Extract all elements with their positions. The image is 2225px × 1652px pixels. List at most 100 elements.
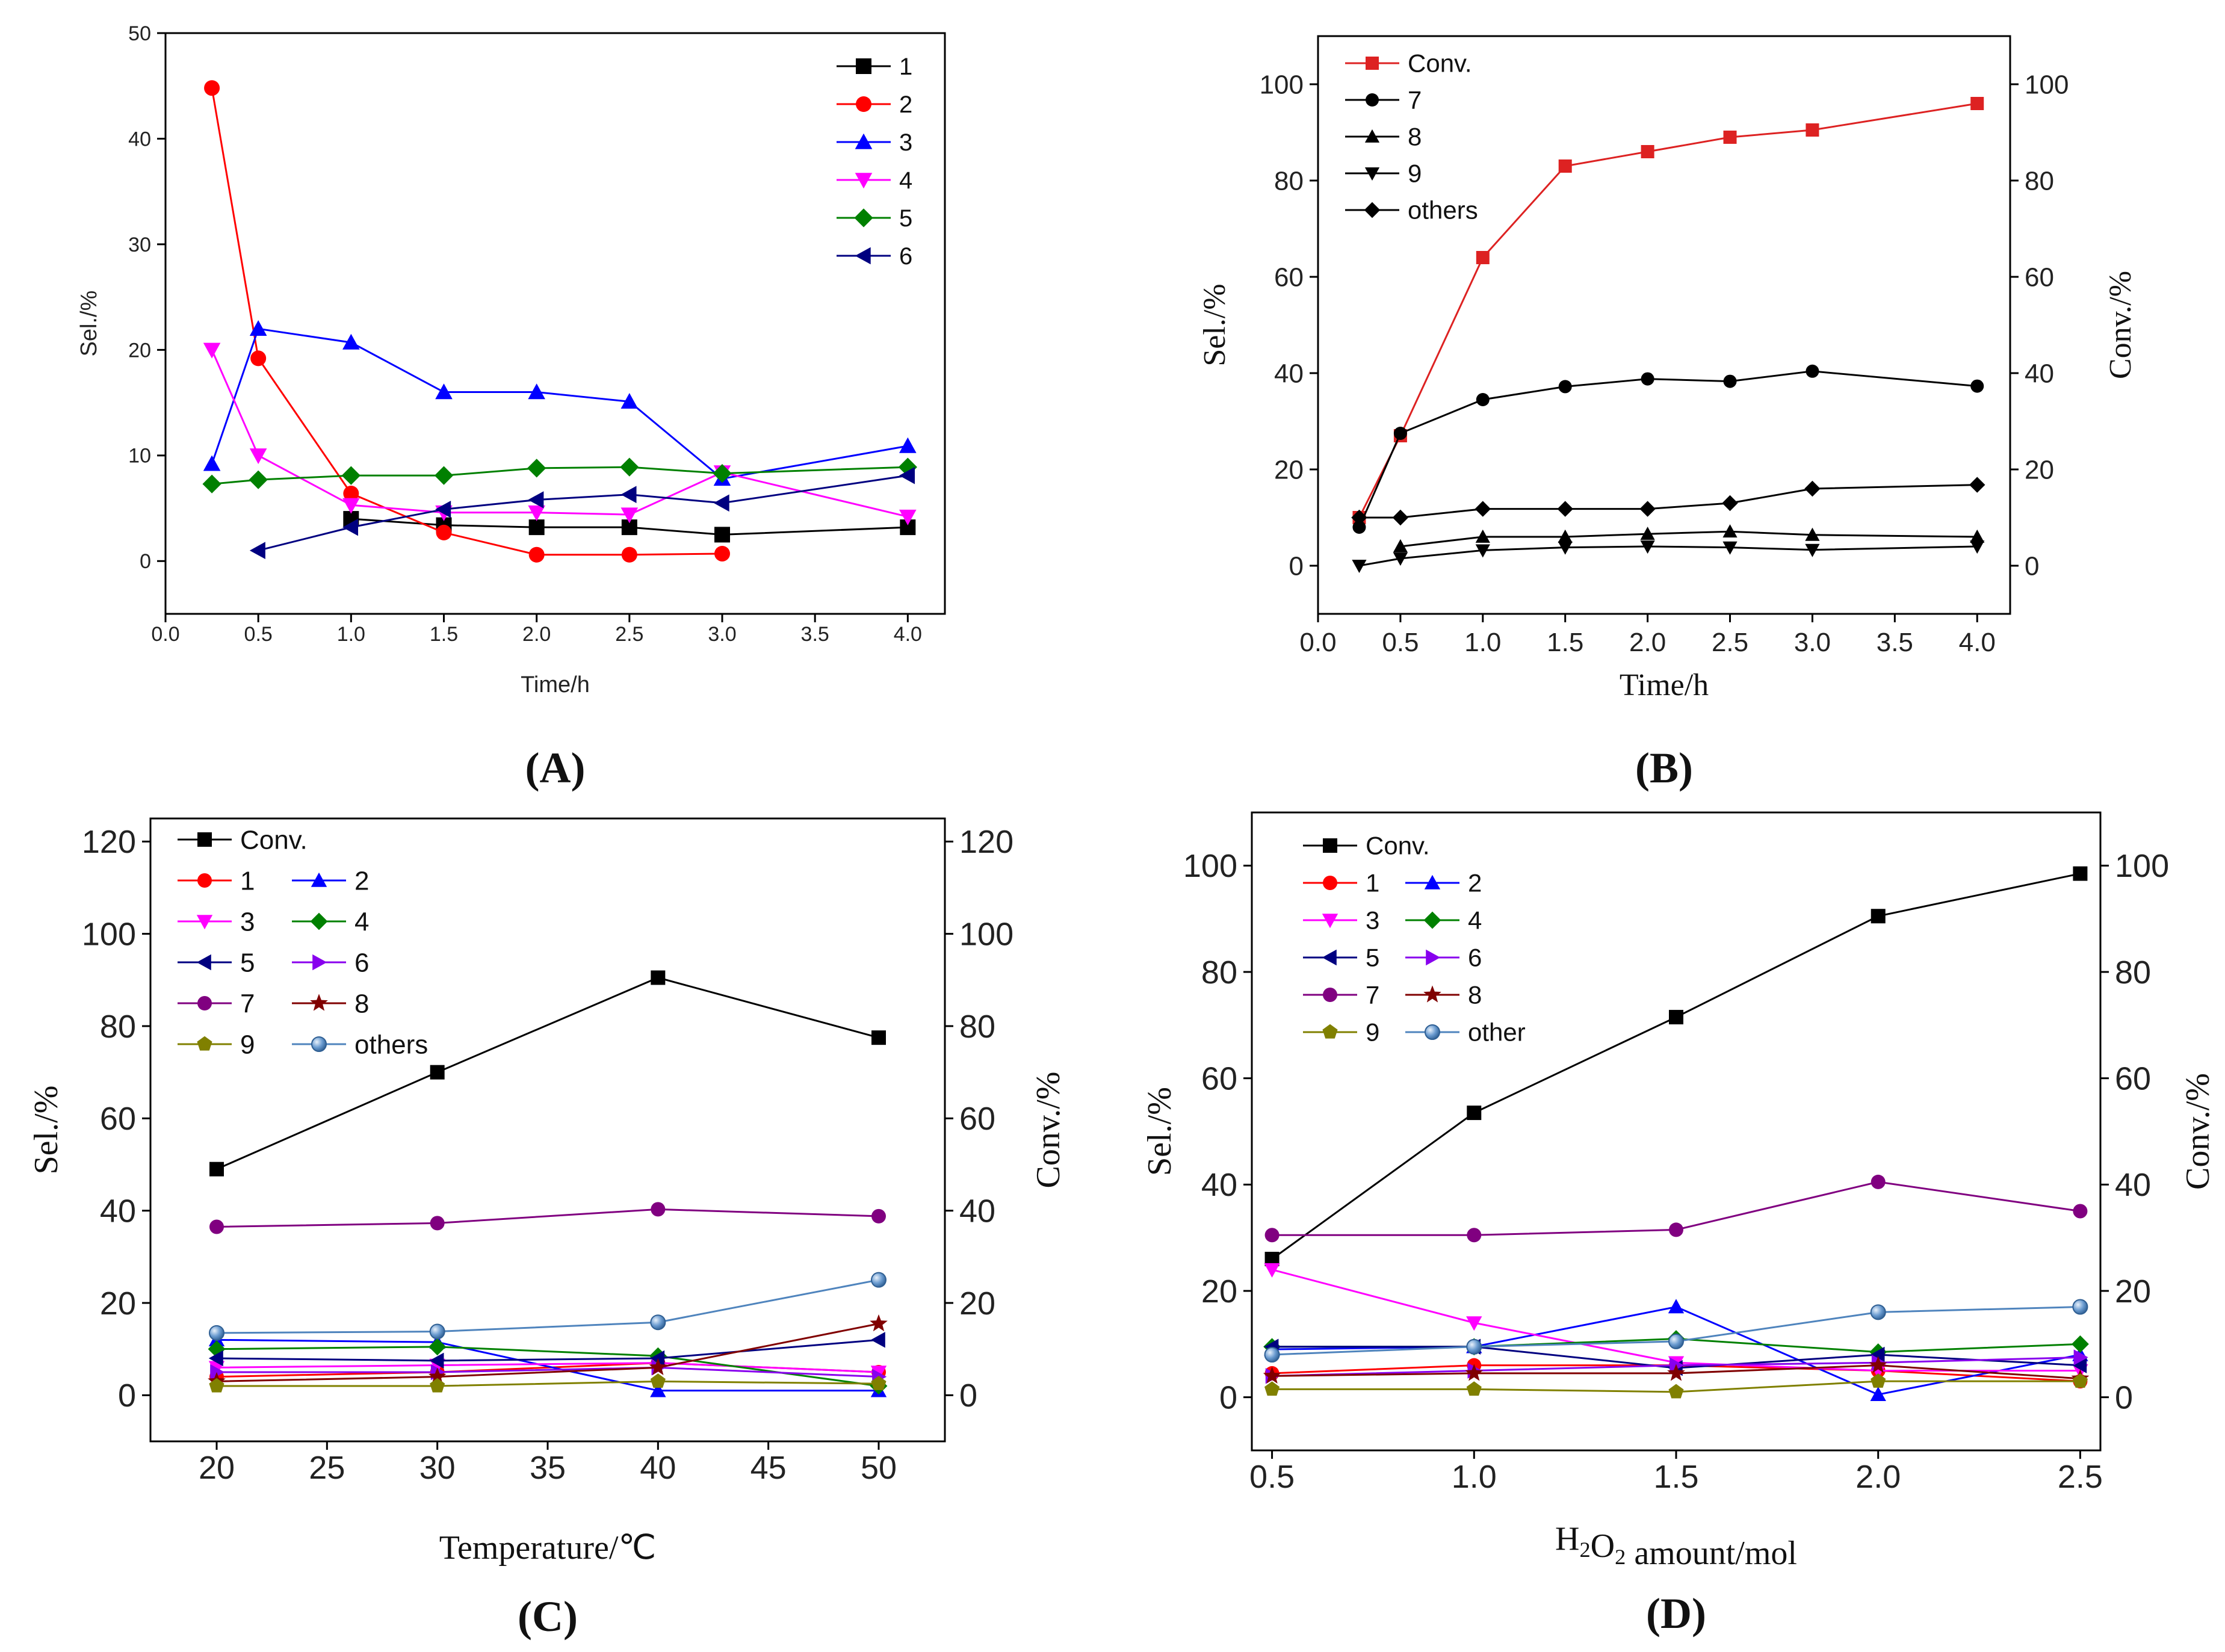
legend-label: 3 bbox=[899, 129, 912, 156]
y2-tick-label: 0 bbox=[959, 1378, 977, 1414]
series-line bbox=[216, 1338, 879, 1392]
data-point bbox=[528, 491, 544, 509]
x-tick-label: 0.5 bbox=[1249, 1459, 1295, 1495]
x-tick-label: 2.5 bbox=[615, 623, 643, 646]
y2-tick-label: 40 bbox=[2025, 359, 2054, 388]
data-point bbox=[210, 1364, 225, 1381]
series-line bbox=[211, 349, 908, 518]
data-point bbox=[209, 1219, 224, 1234]
series-line bbox=[211, 466, 908, 485]
data-point bbox=[1723, 131, 1737, 144]
y-tick-label: 20 bbox=[128, 339, 151, 362]
legend-marker bbox=[855, 173, 873, 189]
legend-marker bbox=[1323, 988, 1337, 1002]
legend-label: 1 bbox=[899, 54, 912, 80]
legend-marker bbox=[1366, 93, 1379, 107]
legend-marker bbox=[196, 954, 211, 971]
series-line bbox=[1359, 545, 1978, 567]
y-tick-label: 40 bbox=[100, 1193, 136, 1230]
x-tick-label: 30 bbox=[419, 1450, 456, 1486]
data-point bbox=[1475, 529, 1490, 543]
data-point bbox=[342, 498, 360, 514]
data-point bbox=[1465, 1364, 1484, 1381]
data-point bbox=[429, 1323, 445, 1340]
data-point bbox=[1264, 1347, 1280, 1363]
x-tick-label: 1.0 bbox=[1464, 628, 1501, 657]
plot-frame bbox=[164, 32, 946, 615]
legend-label: 4 bbox=[899, 167, 912, 194]
legend-label: 4 bbox=[1468, 906, 1482, 935]
series-others bbox=[1351, 477, 1985, 526]
data-point bbox=[1264, 1228, 1280, 1243]
x-tick-label: 35 bbox=[530, 1450, 566, 1486]
data-point bbox=[1722, 541, 1738, 555]
x-axis-label: Temperature/℃ bbox=[439, 1529, 657, 1567]
legend-label: other bbox=[1468, 1018, 1526, 1047]
x-tick-label: 2.0 bbox=[1855, 1459, 1901, 1495]
series-Conv. bbox=[1352, 97, 1984, 524]
data-point bbox=[208, 1350, 223, 1367]
data-point bbox=[435, 501, 451, 518]
data-point bbox=[899, 466, 915, 484]
legend-label: 7 bbox=[1366, 981, 1379, 1009]
data-point bbox=[1476, 393, 1490, 406]
data-point bbox=[1669, 1010, 1683, 1025]
data-point bbox=[1668, 1333, 1684, 1349]
data-point bbox=[1668, 1299, 1685, 1314]
y-tick-label: 50 bbox=[128, 22, 151, 45]
y2-axis-label: Conv./% bbox=[1030, 1072, 1067, 1189]
data-point bbox=[209, 1325, 224, 1341]
series-7 bbox=[1352, 364, 1984, 534]
y2-tick-label: 60 bbox=[959, 1101, 995, 1137]
y2-tick-label: 0 bbox=[2115, 1380, 2133, 1416]
data-point bbox=[1869, 1356, 1887, 1373]
legend-label: 9 bbox=[1408, 159, 1422, 188]
legend-marker bbox=[1364, 167, 1380, 181]
legend-label: Conv. bbox=[240, 825, 308, 855]
data-point bbox=[1475, 501, 1491, 517]
x-axis-label: Time/h bbox=[1620, 668, 1709, 702]
legend-marker bbox=[196, 915, 213, 930]
y2-tick-label: 80 bbox=[2025, 166, 2054, 196]
data-point bbox=[650, 1373, 666, 1388]
legend-marker bbox=[197, 873, 212, 888]
data-point bbox=[871, 1208, 886, 1224]
data-point bbox=[1352, 521, 1366, 534]
y-tick-label: 120 bbox=[82, 824, 136, 860]
legend-marker bbox=[197, 996, 212, 1010]
data-point bbox=[1393, 427, 1407, 440]
data-point bbox=[1466, 1316, 1482, 1331]
data-point bbox=[528, 519, 545, 536]
x-tick-label: 2.0 bbox=[1629, 628, 1666, 657]
panel-label: (B) bbox=[1635, 744, 1693, 792]
x-tick-label: 1.0 bbox=[337, 623, 365, 646]
y-tick-label: 100 bbox=[1183, 848, 1237, 884]
data-point bbox=[2072, 1299, 2088, 1315]
y2-tick-label: 20 bbox=[959, 1285, 995, 1322]
series-line bbox=[216, 1208, 879, 1228]
legend-marker bbox=[856, 96, 871, 112]
legend-label: 8 bbox=[1408, 123, 1422, 151]
x-tick-label: 3.5 bbox=[801, 623, 829, 646]
data-point bbox=[871, 1375, 887, 1390]
legend-marker bbox=[1323, 876, 1337, 890]
legend-label: 8 bbox=[1468, 981, 1482, 1009]
y-tick-label: 0 bbox=[140, 550, 151, 573]
data-point bbox=[620, 507, 639, 524]
legend-marker bbox=[1364, 129, 1380, 143]
y2-tick-label: 100 bbox=[2115, 848, 2169, 884]
data-point bbox=[342, 518, 359, 536]
x-tick-label: 0.0 bbox=[151, 623, 179, 646]
plot-frame bbox=[1317, 35, 2011, 615]
data-point bbox=[714, 545, 730, 561]
legend-label: 6 bbox=[899, 243, 912, 270]
panel-label: (C) bbox=[518, 1592, 578, 1641]
data-point bbox=[1640, 527, 1655, 540]
data-point bbox=[249, 320, 267, 336]
data-point bbox=[527, 459, 546, 478]
x-tick-label: 3.5 bbox=[1877, 628, 1913, 657]
data-point bbox=[209, 1162, 224, 1177]
x-tick-label: 0.0 bbox=[1299, 628, 1336, 657]
series-Conv. bbox=[1264, 866, 2088, 1266]
data-point bbox=[2073, 1204, 2088, 1219]
